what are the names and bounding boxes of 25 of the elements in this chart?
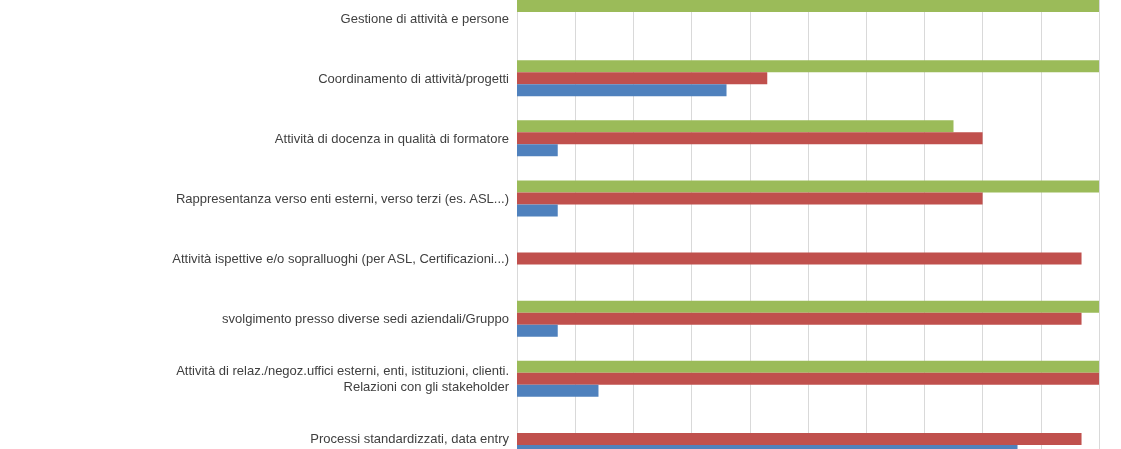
y-tick-label: Rappresentanza verso enti esterni, verso terzi (es. ASL...) [175, 190, 509, 206]
bar [517, 312, 1082, 325]
y-tick-label: Gestione di attività e persone [340, 10, 509, 26]
bar [517, 180, 1099, 193]
bar [517, 252, 1082, 265]
bar [517, 192, 983, 205]
bar [517, 372, 1099, 385]
bar [517, 360, 1099, 373]
bar [517, 300, 1099, 313]
y-tick-label: Attività di docenza in qualità di formatore [274, 130, 509, 146]
bar [517, 60, 1099, 73]
y-tick-label: svolgimento presso diverse sedi aziendali/Gruppo [222, 311, 509, 327]
bar [517, 72, 768, 85]
bar [517, 84, 727, 97]
y-tick-label: Attività di relaz./negoz.uffici esterni, enti, istituzioni, clienti. Relazioni con gli stakeholder [176, 363, 510, 395]
y-tick-label: Coordinamento di attività/progetti [318, 70, 510, 86]
bar [517, 120, 954, 133]
bar [517, 0, 1099, 13]
bar [517, 132, 983, 145]
bar [517, 204, 558, 217]
bar [517, 144, 558, 157]
y-tick-label: Processi standardizzati, data entry [310, 431, 510, 447]
y-tick-label: Attività ispettive e/o sopralluoghi (per ASL, Certificazioni...) [172, 251, 509, 267]
bar [517, 324, 558, 337]
bar [517, 384, 599, 397]
